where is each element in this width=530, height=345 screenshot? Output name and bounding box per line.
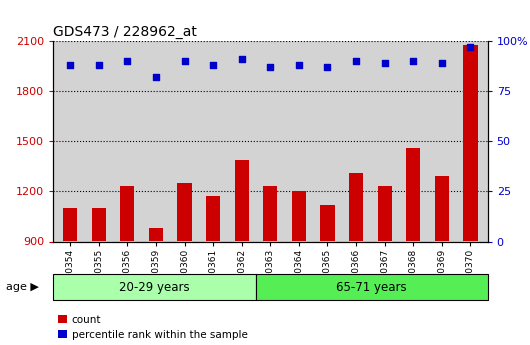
Bar <box>349 173 363 242</box>
Bar <box>92 208 106 242</box>
Bar <box>463 45 478 241</box>
Bar <box>120 186 135 242</box>
Point <box>94 63 103 68</box>
Bar <box>178 183 192 242</box>
Bar <box>63 208 77 242</box>
Text: age ▶: age ▶ <box>6 282 39 292</box>
Text: GDS473 / 228962_at: GDS473 / 228962_at <box>53 25 197 39</box>
Text: 20-29 years: 20-29 years <box>119 281 190 294</box>
Text: 65-71 years: 65-71 years <box>337 281 407 294</box>
Bar <box>149 228 163 242</box>
Point <box>266 65 275 70</box>
Point <box>209 63 217 68</box>
Bar <box>292 191 306 242</box>
Point <box>381 61 389 66</box>
Bar <box>406 148 420 242</box>
Legend: count, percentile rank within the sample: count, percentile rank within the sample <box>58 315 248 340</box>
Point <box>323 65 332 70</box>
Point <box>152 75 160 80</box>
Bar <box>435 176 449 242</box>
Bar <box>53 274 256 300</box>
Point <box>123 59 131 64</box>
Bar <box>263 186 277 242</box>
Point <box>409 59 418 64</box>
Point <box>66 63 74 68</box>
Bar <box>320 205 334 241</box>
Bar <box>256 274 488 300</box>
Point <box>466 45 475 50</box>
Bar <box>206 196 220 241</box>
Point <box>438 61 446 66</box>
Point <box>295 63 303 68</box>
Bar <box>235 160 249 242</box>
Point <box>352 59 360 64</box>
Point <box>180 59 189 64</box>
Point <box>237 57 246 62</box>
Bar <box>377 186 392 242</box>
